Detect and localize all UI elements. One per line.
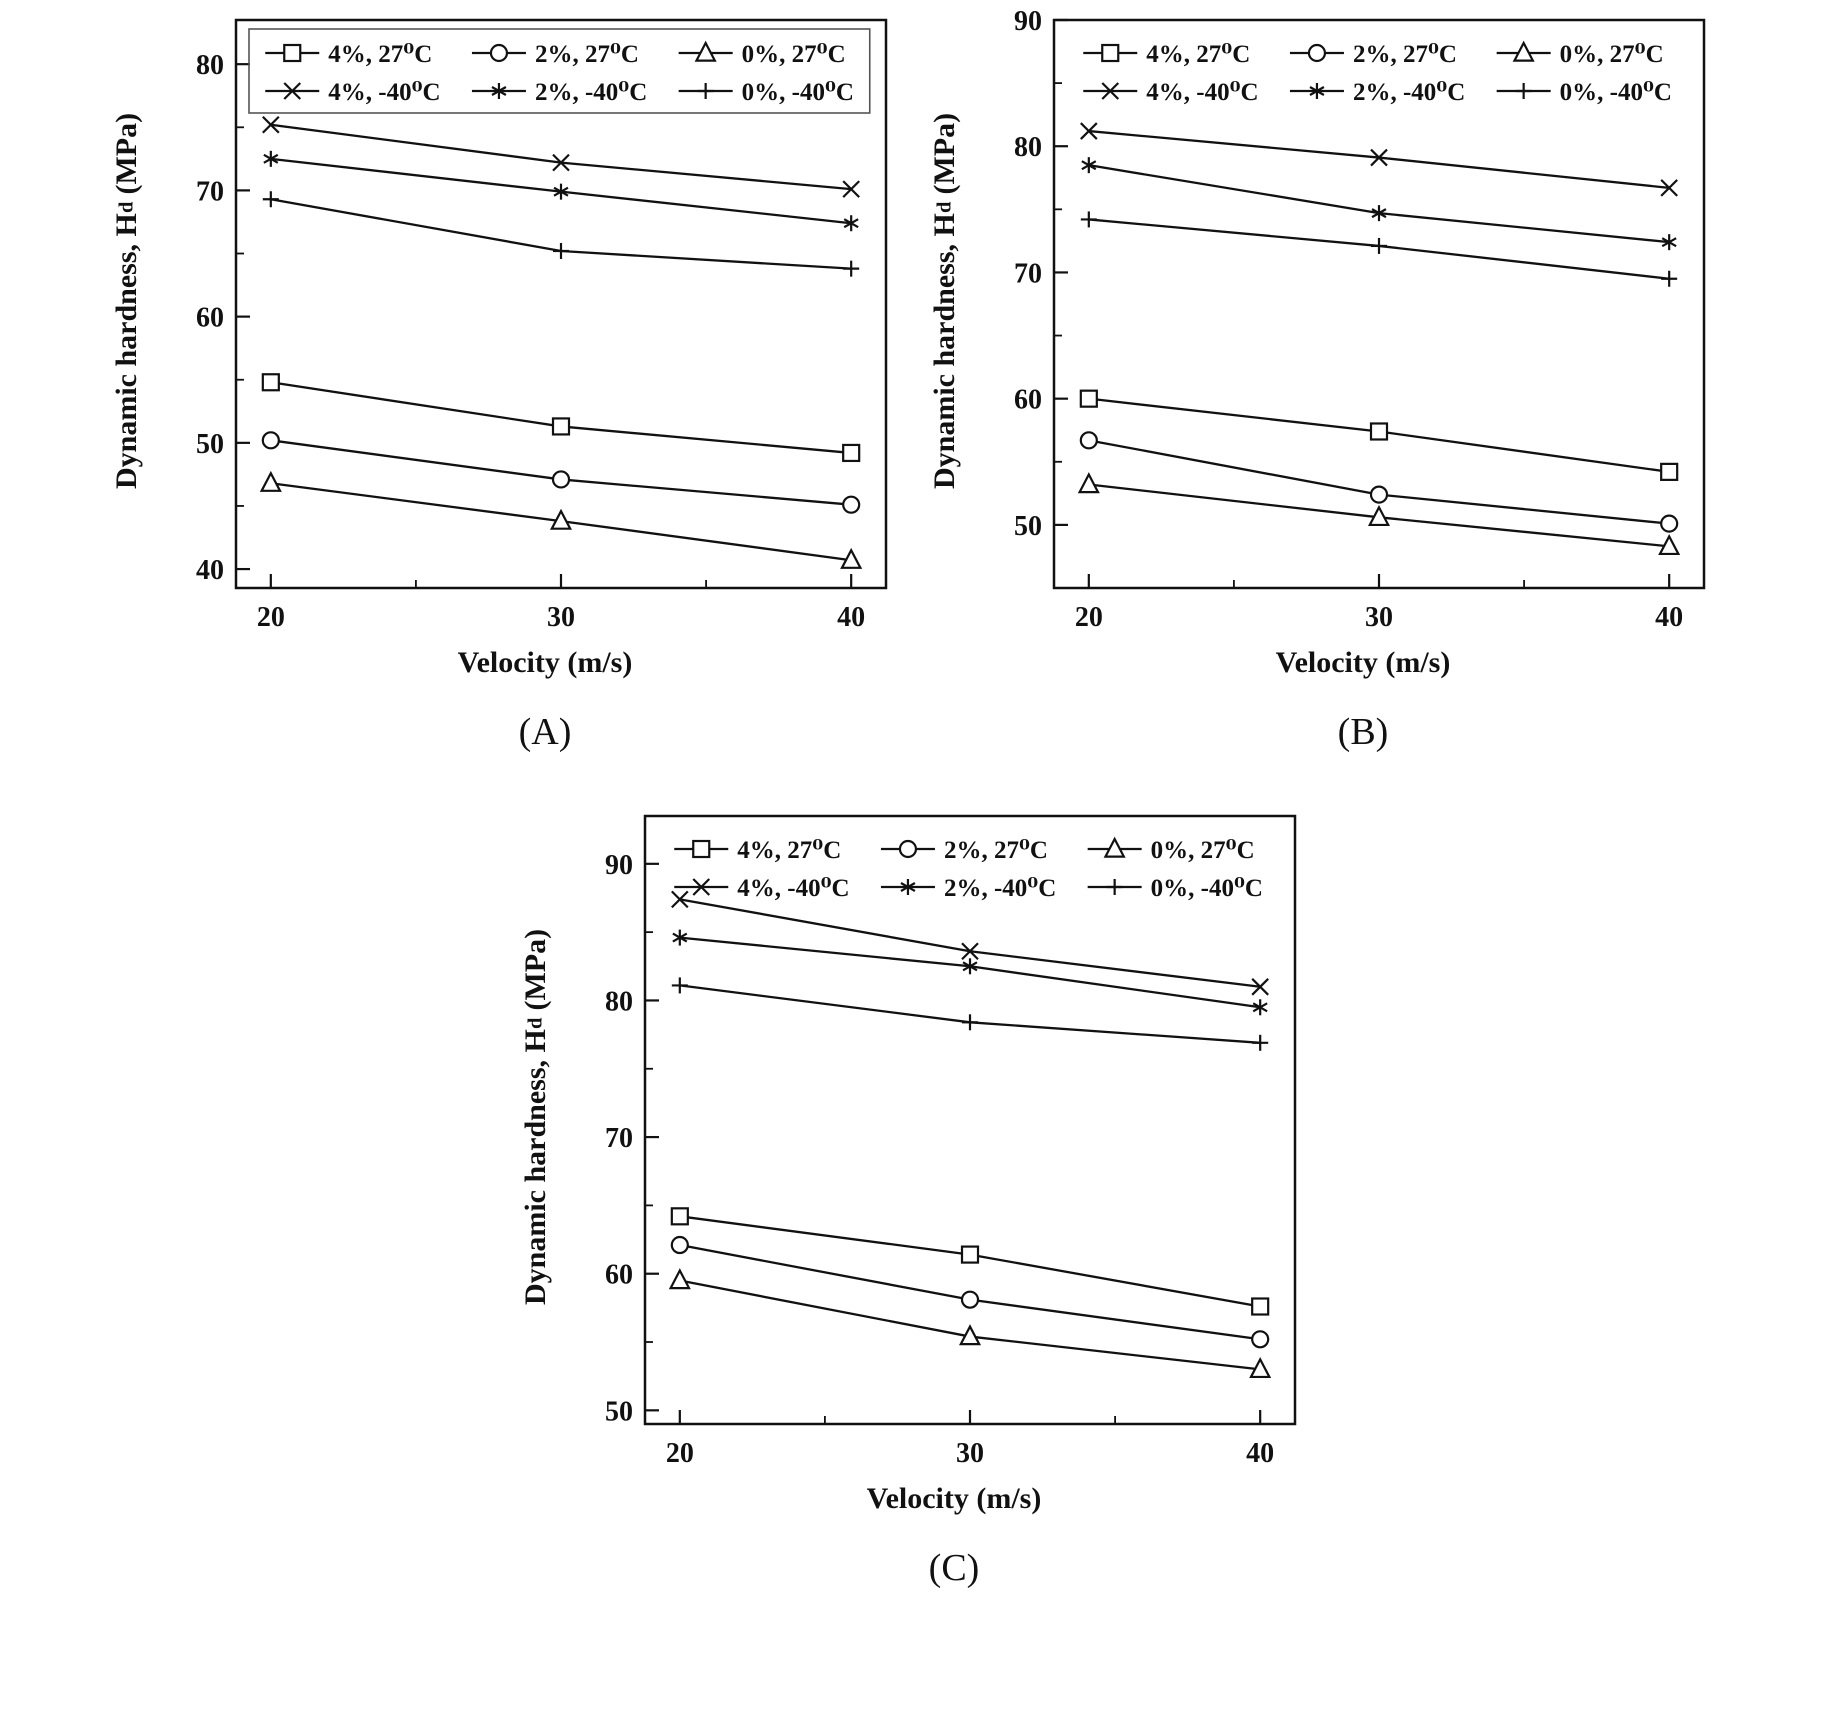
series [259, 115, 863, 569]
svg-text:30: 30 [956, 1438, 984, 1469]
y-label-unit: (MPa) [928, 112, 961, 202]
svg-text:0%, 27⁰C: 0%, 27⁰C [1560, 41, 1664, 68]
svg-text:2%, 27⁰C: 2%, 27⁰C [944, 837, 1048, 864]
series [668, 890, 1272, 1379]
svg-text:30: 30 [547, 602, 575, 633]
chart-a-plot: 40 50 60 70 80 20 30 40 4%, 27⁰C 2%, 27⁰C 0%, 27⁰C… [196, 18, 888, 633]
y-label-unit: (MPa) [519, 928, 552, 1018]
y-label-unit: (MPa) [110, 112, 143, 202]
svg-text:60: 60 [1014, 385, 1042, 416]
svg-text:2%, -40⁰C: 2%, -40⁰C [1353, 79, 1465, 106]
legend: 4%, 27⁰C 2%, 27⁰C 0%, 27⁰C 4%, -40⁰C 2%, -40… [1083, 40, 1672, 106]
svg-text:40: 40 [196, 555, 224, 586]
y-label-text: Dynamic hardness, H [928, 213, 961, 490]
svg-text:50: 50 [605, 1396, 633, 1427]
svg-text:20: 20 [666, 1438, 694, 1469]
svg-text:4%, 27⁰C: 4%, 27⁰C [328, 41, 432, 68]
svg-text:30: 30 [1365, 602, 1393, 633]
svg-text:40: 40 [1246, 1438, 1274, 1469]
axes: 50 60 70 80 90 20 30 40 [1014, 6, 1706, 633]
svg-text:0%, -40⁰C: 0%, -40⁰C [1560, 79, 1672, 106]
svg-text:0%, -40⁰C: 0%, -40⁰C [742, 79, 854, 106]
chart-c-x-axis-label: Velocity (m/s) [866, 1482, 1042, 1515]
svg-text:0%, 27⁰C: 0%, 27⁰C [742, 41, 846, 68]
svg-text:60: 60 [196, 303, 224, 334]
svg-text:90: 90 [1014, 6, 1042, 37]
y-label-subscript: d [933, 201, 956, 214]
svg-text:20: 20 [1075, 602, 1103, 633]
y-label-subscript: d [115, 201, 138, 214]
svg-text:40: 40 [1655, 602, 1683, 633]
svg-text:40: 40 [837, 602, 865, 633]
y-label-text: Dynamic hardness, H [110, 213, 143, 490]
chart-c-plot: 50 60 70 80 90 20 30 40 4%, 27⁰C 2%, 27⁰C 0%, 27⁰C… [605, 814, 1297, 1469]
svg-text:4%, 27⁰C: 4%, 27⁰C [737, 837, 841, 864]
chart-a-x-axis-label: Velocity (m/s) [457, 646, 633, 679]
svg-text:2%, -40⁰C: 2%, -40⁰C [535, 79, 647, 106]
svg-text:2%, 27⁰C: 2%, 27⁰C [535, 41, 639, 68]
svg-text:50: 50 [196, 429, 224, 460]
svg-text:4%, -40⁰C: 4%, -40⁰C [737, 875, 849, 902]
axes: 40 50 60 70 80 20 30 40 [196, 18, 888, 633]
legend: 4%, 27⁰C 2%, 27⁰C 0%, 27⁰C 4%, -40⁰C 2%, -40… [248, 28, 871, 114]
svg-text:80: 80 [605, 986, 633, 1017]
svg-text:50: 50 [1014, 511, 1042, 542]
svg-text:80: 80 [1014, 132, 1042, 163]
series [1077, 122, 1681, 556]
y-label-text: Dynamic hardness, H [519, 1029, 552, 1306]
y-label-subscript: d [524, 1017, 547, 1030]
chart-b-plot: 50 60 70 80 90 20 30 40 4%, 27⁰C 2%, 27⁰C 0%, 27⁰C… [1014, 6, 1706, 633]
svg-text:60: 60 [605, 1260, 633, 1291]
chart-a-caption: (A) [518, 711, 572, 753]
svg-text:70: 70 [605, 1123, 633, 1154]
svg-text:80: 80 [196, 50, 224, 81]
svg-text:0%, 27⁰C: 0%, 27⁰C [1151, 837, 1255, 864]
chart-c-caption: (C) [928, 1547, 980, 1589]
svg-text:90: 90 [605, 850, 633, 881]
legend: 4%, 27⁰C 2%, 27⁰C 0%, 27⁰C 4%, -40⁰C 2%, -40… [674, 836, 1263, 902]
svg-text:2%, 27⁰C: 2%, 27⁰C [1353, 41, 1457, 68]
svg-text:0%, -40⁰C: 0%, -40⁰C [1151, 875, 1263, 902]
svg-text:4%, -40⁰C: 4%, -40⁰C [1146, 79, 1258, 106]
svg-text:4%, 27⁰C: 4%, 27⁰C [1146, 41, 1250, 68]
svg-text:20: 20 [257, 602, 285, 633]
axes: 50 60 70 80 90 20 30 40 [605, 814, 1297, 1469]
svg-text:2%, -40⁰C: 2%, -40⁰C [944, 875, 1056, 902]
svg-text:4%, -40⁰C: 4%, -40⁰C [328, 79, 440, 106]
chart-b-caption: (B) [1337, 711, 1389, 753]
chart-b-x-axis-label: Velocity (m/s) [1275, 646, 1451, 679]
svg-text:70: 70 [196, 176, 224, 207]
svg-text:70: 70 [1014, 258, 1042, 289]
